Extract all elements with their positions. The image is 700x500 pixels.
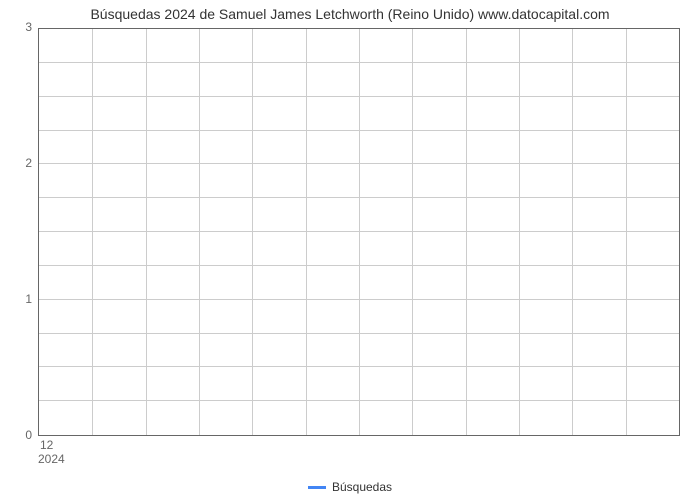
y-tick-label: 0 (12, 428, 32, 442)
chart-title: Búsquedas 2024 de Samuel James Letchwort… (0, 0, 700, 22)
gridline-v (199, 29, 200, 435)
gridline-v (466, 29, 467, 435)
y-tick-label: 1 (12, 292, 32, 306)
gridline-v (626, 29, 627, 435)
x-tick-label: 12 (40, 438, 70, 452)
x-category-label: 2024 (38, 452, 65, 466)
legend-label: Búsquedas (332, 480, 392, 494)
legend-swatch (308, 486, 326, 489)
y-tick-label: 3 (12, 20, 32, 34)
gridline-v (412, 29, 413, 435)
gridline-v (306, 29, 307, 435)
gridline-v (572, 29, 573, 435)
gridline-v (359, 29, 360, 435)
gridline-v (252, 29, 253, 435)
chart-plot-area (38, 28, 680, 436)
gridline-v (519, 29, 520, 435)
chart-legend: Búsquedas (0, 479, 700, 494)
y-tick-label: 2 (12, 156, 32, 170)
gridline-v (92, 29, 93, 435)
gridline-v (146, 29, 147, 435)
